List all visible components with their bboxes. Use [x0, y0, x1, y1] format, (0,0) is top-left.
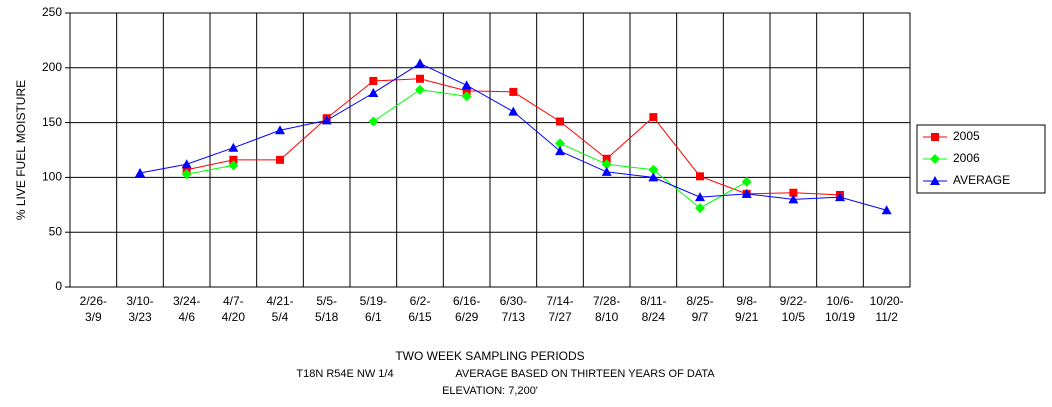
marker: [695, 192, 705, 202]
marker: [275, 125, 285, 135]
marker: [461, 80, 472, 90]
marker: [181, 169, 192, 180]
y-tick-label: 200: [42, 60, 62, 74]
marker: [788, 194, 799, 204]
y-tick-label: 250: [42, 5, 62, 19]
legend-label: 2005: [953, 129, 980, 143]
x-tick-label: 4/21-5/4: [266, 294, 293, 324]
x-tick-label: 7/14-7/27: [546, 294, 573, 324]
x-tick-label: 10/20-11/2: [870, 294, 904, 324]
x-tick-label: 8/11-8/24: [640, 294, 666, 324]
x-tick-label: 7/28-8/10: [593, 294, 620, 324]
y-tick-label: 100: [42, 170, 62, 184]
marker: [415, 84, 425, 95]
marker: [508, 106, 519, 116]
marker: [835, 192, 845, 202]
x-tick-label: 9/8-9/21: [735, 294, 759, 324]
marker: [930, 176, 940, 185]
note: AVERAGE BASED ON THIRTEEN YEARS OF DATA: [455, 368, 715, 380]
marker: [648, 172, 659, 182]
legend-label: 2006: [953, 151, 980, 165]
marker: [649, 113, 658, 122]
marker: [555, 146, 565, 156]
x-tick-label: 5/5-5/18: [315, 294, 339, 324]
x-tick-label: 8/25-9/7: [686, 294, 713, 324]
x-tick-label: 6/2-6/15: [408, 294, 432, 324]
x-tick-label: 4/7-4/20: [222, 294, 246, 324]
x-tick-label: 3/24-4/6: [173, 294, 200, 324]
y-axis-label: % LIVE FUEL MOISTURE: [14, 80, 28, 220]
marker: [369, 76, 378, 85]
x-tick-label: 2/26-3/9: [80, 294, 107, 324]
x-tick-label: 9/22-10/5: [780, 294, 807, 324]
marker: [931, 133, 939, 141]
note: ELEVATION: 7,200': [442, 385, 538, 397]
marker: [695, 203, 705, 214]
marker: [648, 164, 659, 175]
marker: [228, 142, 239, 152]
marker: [415, 58, 425, 68]
x-tick-label: 10/6-10/19: [825, 294, 855, 324]
marker: [930, 154, 940, 164]
y-tick-label: 0: [55, 279, 62, 293]
marker: [741, 188, 752, 198]
marker: [276, 155, 284, 164]
marker: [135, 168, 145, 178]
marker: [416, 74, 424, 83]
x-tick-label: 6/16-6/29: [453, 294, 480, 324]
marker: [368, 88, 379, 98]
marker: [881, 205, 892, 215]
marker: [741, 176, 752, 187]
marker: [789, 188, 798, 197]
marker: [509, 87, 518, 96]
marker: [601, 159, 612, 170]
note: T18N R54E NW 1/4: [296, 368, 393, 380]
x-axis-label: TWO WEEK SAMPLING PERIODS: [395, 349, 584, 363]
legend-label: AVERAGE: [953, 173, 1010, 187]
marker: [462, 86, 471, 95]
marker: [461, 91, 472, 102]
x-tick-label: 5/19-6/1: [360, 294, 387, 324]
marker: [368, 116, 379, 127]
marker: [321, 115, 332, 125]
x-tick-label: 3/10-3/23: [126, 294, 153, 324]
plot-frame: [69, 12, 911, 288]
marker: [556, 117, 564, 126]
y-tick-label: 150: [42, 115, 62, 129]
marker: [555, 138, 565, 149]
y-tick-label: 50: [49, 224, 63, 238]
marker: [229, 155, 238, 164]
x-tick-label: 6/30-7/13: [500, 294, 527, 324]
marker: [181, 159, 192, 169]
marker: [696, 172, 704, 181]
marker: [601, 166, 612, 176]
marker: [602, 154, 611, 163]
marker: [228, 160, 239, 171]
